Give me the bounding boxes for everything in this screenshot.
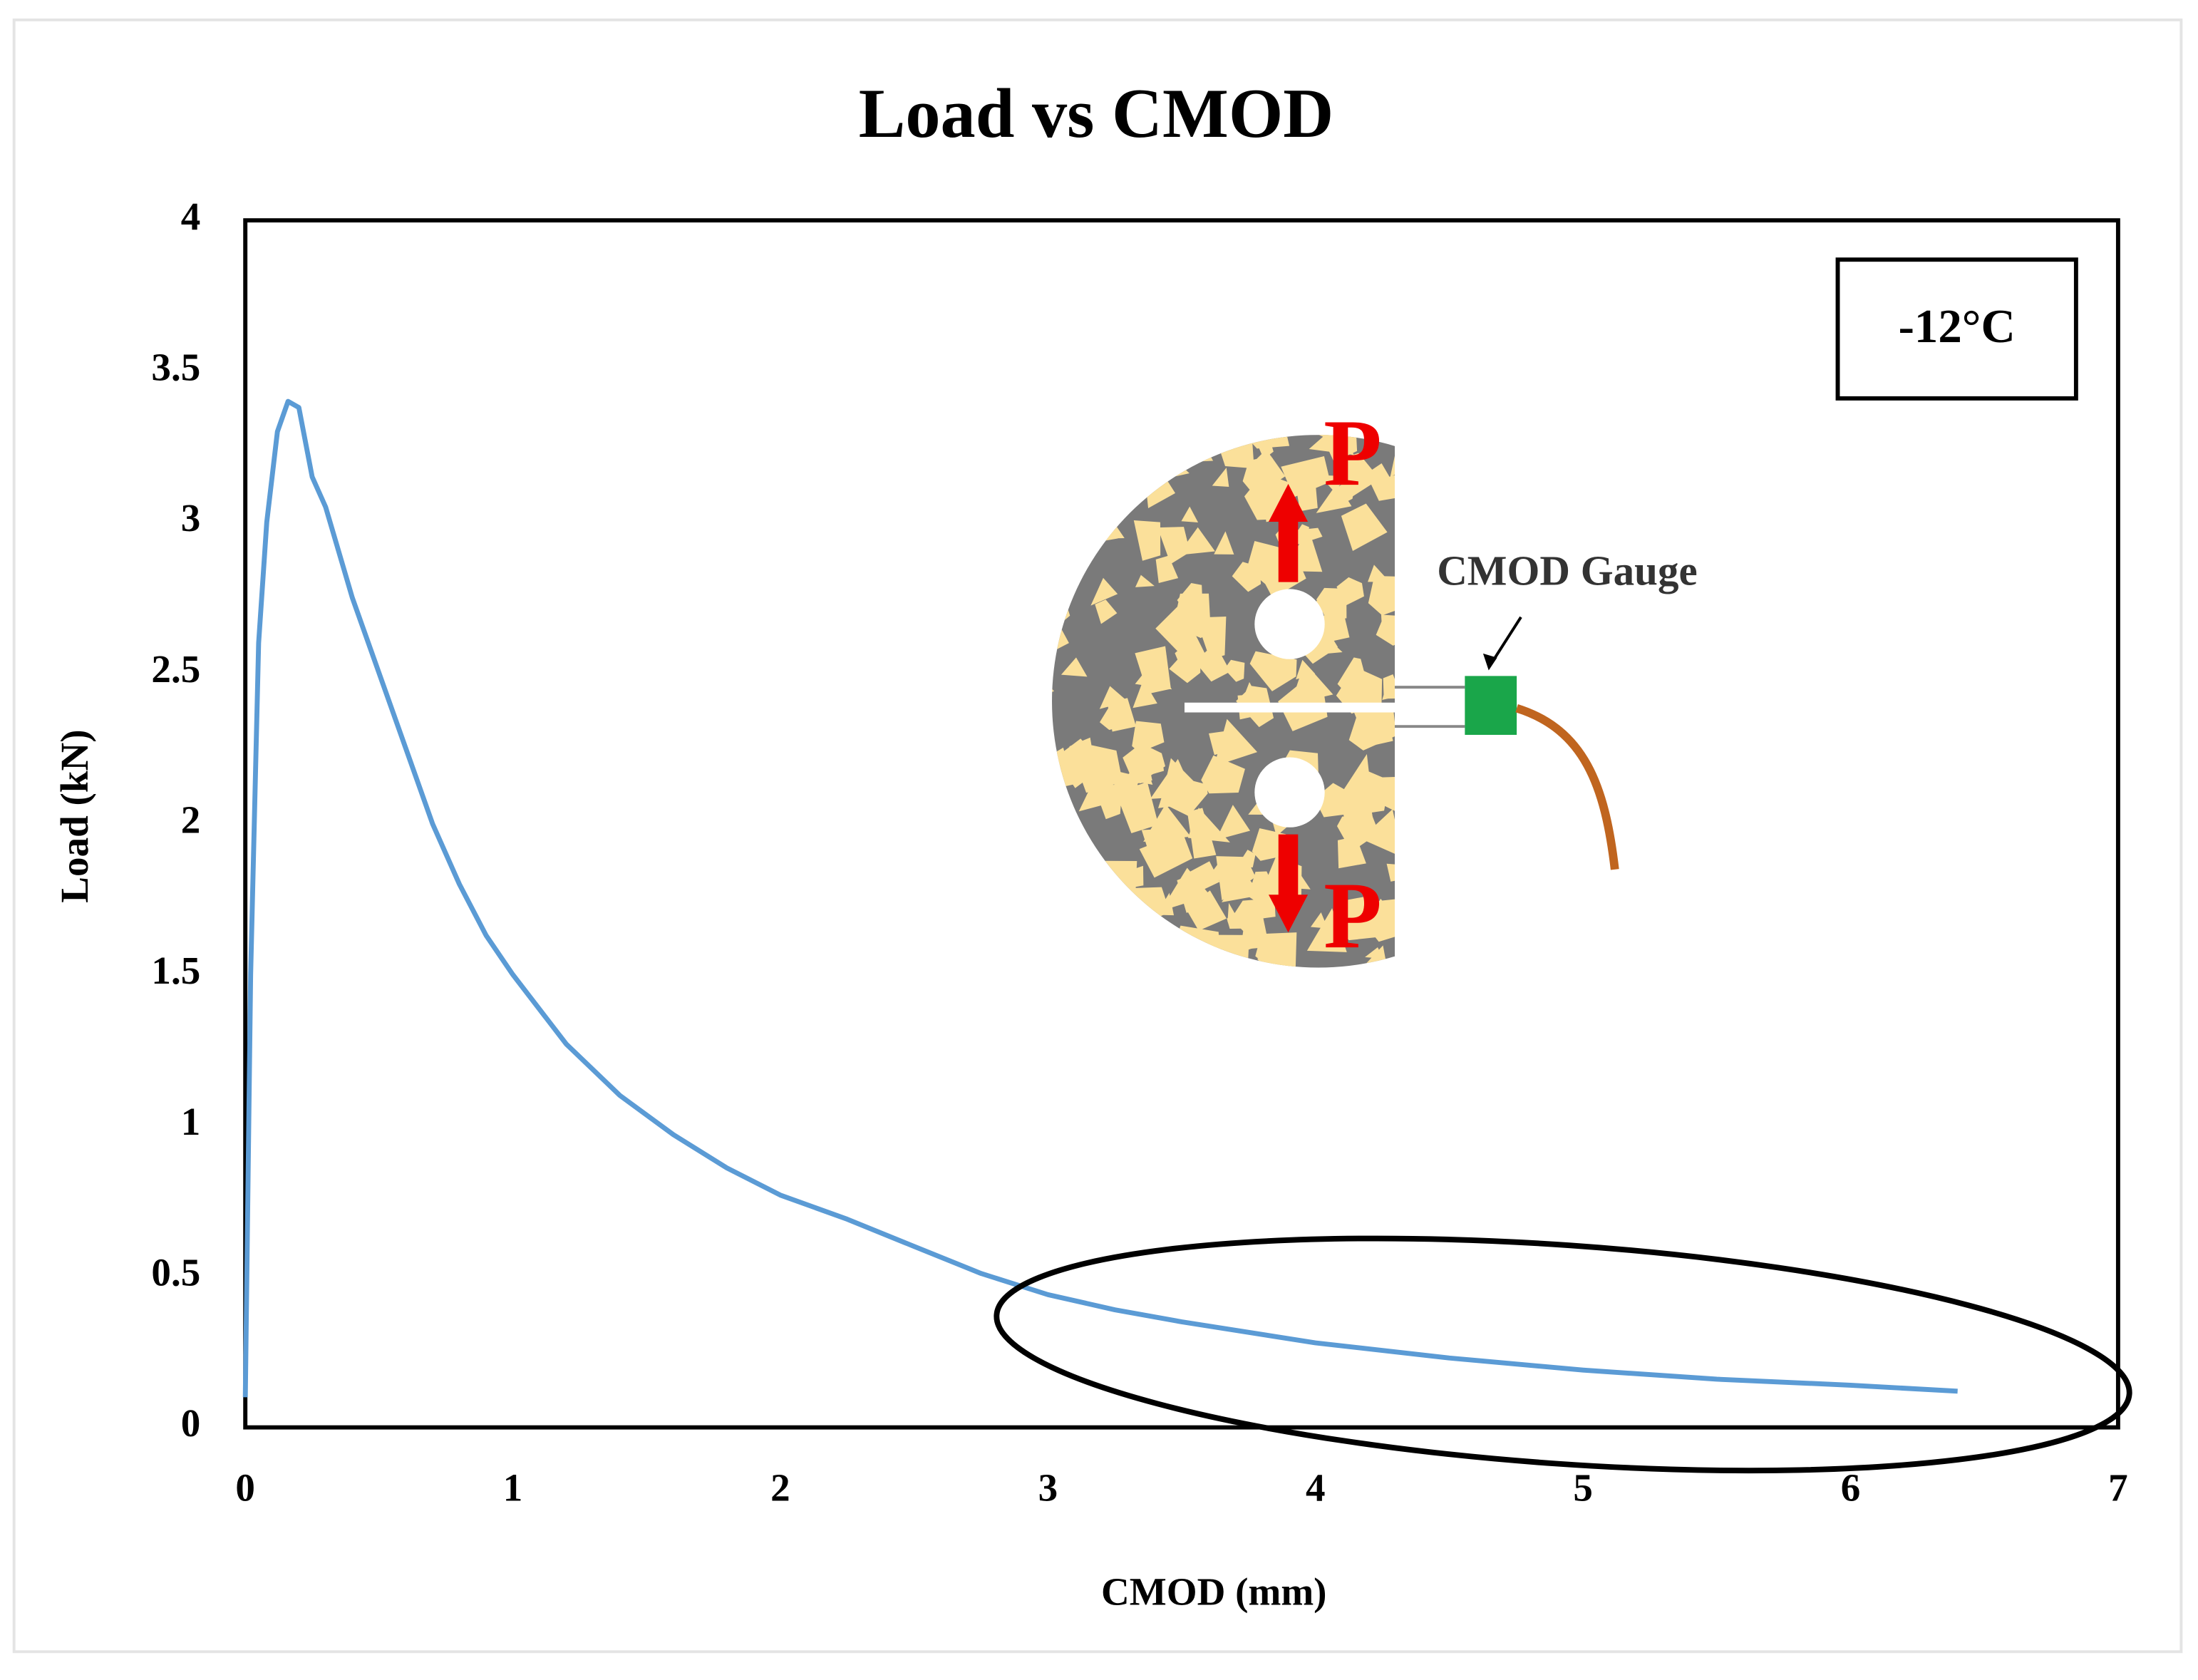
y-tick-label: 0 [181, 1401, 201, 1445]
y-axis-label: Load (kN) [53, 729, 96, 902]
x-tick-label: 6 [1841, 1466, 1861, 1510]
highlight-ellipse [994, 1235, 2132, 1474]
y-tick-label: 2 [181, 798, 201, 842]
x-tick-label: 3 [1038, 1466, 1058, 1510]
x-tick-label: 4 [1306, 1466, 1326, 1510]
y-tick-label: 0.5 [151, 1251, 200, 1294]
y-tick-label: 2.5 [151, 647, 200, 691]
force-label: P [1324, 400, 1382, 505]
x-tick-label: 1 [503, 1466, 523, 1510]
x-tick-label: 2 [770, 1466, 790, 1510]
temperature-box [1835, 257, 2078, 401]
y-tick-label: 1 [181, 1100, 201, 1143]
force-label: P [1324, 862, 1382, 968]
x-tick-label: 5 [1573, 1466, 1593, 1510]
data-line [242, 398, 1958, 1398]
x-tick-label: 0 [235, 1466, 255, 1510]
x-tick-label: 7 [2108, 1466, 2128, 1510]
x-axis-label: CMOD (mm) [1101, 1570, 1327, 1613]
y-tick-label: 3.5 [151, 345, 200, 388]
y-tick-label: 4 [181, 195, 201, 238]
temperature-label: -12°C [1899, 300, 2016, 353]
chart-title: Load vs CMOD [859, 75, 1334, 153]
y-tick-label: 1.5 [151, 949, 200, 992]
y-tick-label: 3 [181, 496, 201, 540]
gauge-label: CMOD Gauge [1437, 547, 1697, 594]
